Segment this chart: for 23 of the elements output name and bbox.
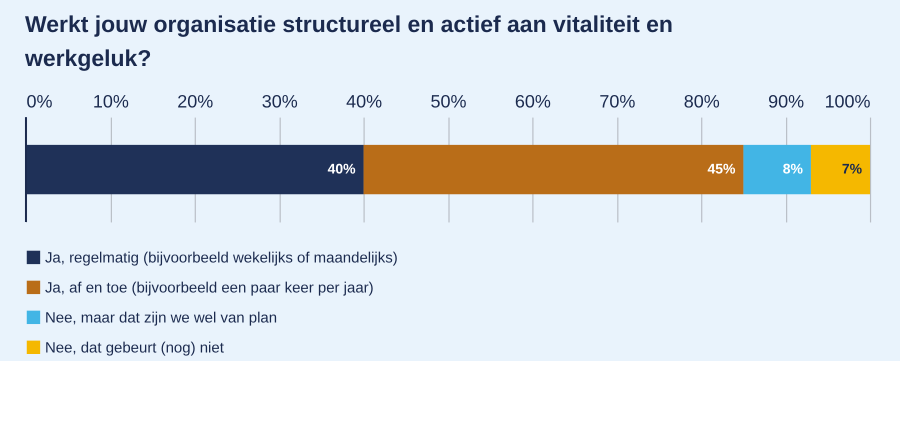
x-tick-label: 90% xyxy=(768,92,804,112)
legend-label: Ja, regelmatig (bijvoorbeeld wekelijks of maandelijks) xyxy=(44,249,398,266)
x-tick-label: 60% xyxy=(514,92,551,112)
x-tick-label: 100% xyxy=(824,92,871,112)
x-tick-label: 10% xyxy=(92,92,129,112)
x-tick-label: 0% xyxy=(26,92,52,112)
legend-label: Ja, af en toe (bijvoorbeeld een paar keer per jaar) xyxy=(44,279,374,296)
x-tick-label: 30% xyxy=(262,92,298,112)
chart-title: Werkt jouw organisatie structureel en actief aan vitaliteit en werkgeluk? xyxy=(24,11,673,72)
data-label: 7% xyxy=(842,160,863,177)
x-tick-label: 70% xyxy=(599,92,636,112)
legend-label: Nee, dat gebeurt (nog) niet xyxy=(44,339,225,356)
bar xyxy=(743,144,811,194)
bar xyxy=(364,144,744,194)
x-tick-label: 50% xyxy=(430,92,467,112)
bar xyxy=(810,144,870,194)
x-tick-label: 40% xyxy=(346,92,382,112)
data-label: 8% xyxy=(782,160,804,177)
data-label: 40% xyxy=(328,160,356,177)
legend-label: Nee, maar dat zijn we wel van plan xyxy=(44,309,278,326)
data-label: 45% xyxy=(707,160,736,177)
x-tick-label: 20% xyxy=(177,92,214,112)
x-tick-label: 80% xyxy=(684,92,720,112)
